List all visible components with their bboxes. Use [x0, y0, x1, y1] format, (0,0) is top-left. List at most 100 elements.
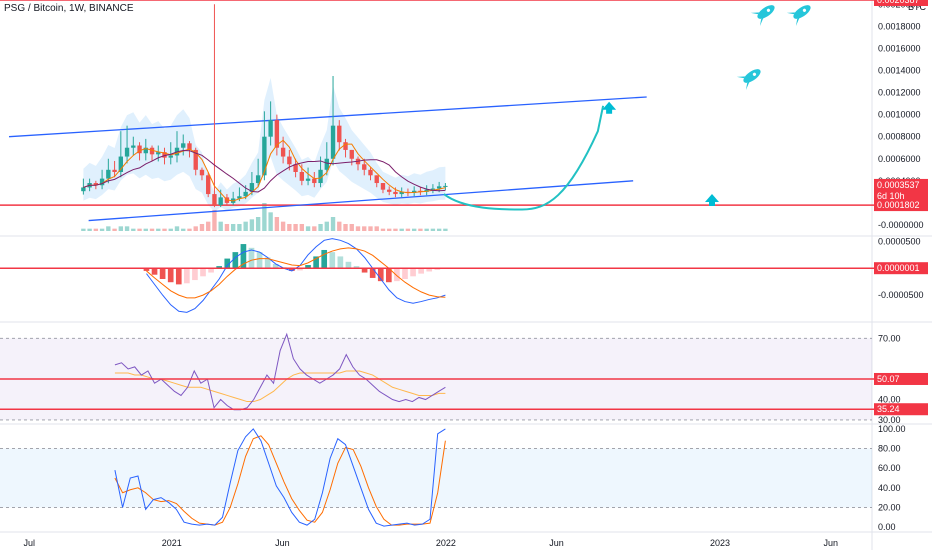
volume-bar: [156, 228, 161, 231]
macd-histogram-bar: [434, 268, 441, 270]
candle-body: [212, 194, 217, 206]
volume-bar: [181, 228, 186, 231]
volume-bar: [149, 228, 155, 231]
upper-trendline: [8, 96, 647, 138]
macd-histogram-bar: [264, 257, 271, 269]
candle-body: [137, 145, 142, 154]
candle-body: [374, 175, 379, 184]
price-tick-label: 0.0006000: [878, 154, 921, 164]
candle-body: [124, 147, 130, 157]
price-tag-macd-text: 0.0000001: [877, 263, 920, 273]
time-tick-label: 2023: [710, 538, 730, 548]
price-tag-support: [874, 199, 928, 212]
volume-bar: [430, 228, 436, 231]
macd-histogram-bar: [377, 268, 384, 282]
volume-bar: [312, 226, 317, 231]
candle-body: [168, 155, 173, 158]
price-tick-label: 0.0018000: [878, 21, 921, 31]
volume-bar: [399, 228, 404, 231]
candle-body: [287, 156, 292, 165]
candle-body: [274, 120, 280, 148]
price-tag-last-text: 0.0003537: [877, 180, 920, 190]
volume-bar: [405, 228, 411, 231]
projection-arrow: [602, 101, 617, 114]
rocket-window: [752, 72, 757, 76]
candle-body: [305, 178, 311, 181]
volume-bar: [237, 224, 242, 231]
ma-slow-line: [83, 149, 446, 193]
rocket-fin: [750, 12, 761, 15]
time-tick-label: Jun: [275, 538, 290, 548]
candle-body: [318, 169, 323, 184]
volume-bar: [268, 212, 273, 231]
macd-histogram-bar: [321, 249, 328, 269]
price-tag-macd: [874, 262, 928, 275]
price-tick-label: 30.00: [878, 415, 901, 425]
candle-body: [149, 147, 155, 155]
arrow-up-icon: [602, 101, 617, 114]
price-tick-label: 0.0014000: [878, 65, 921, 75]
volume-bar: [230, 224, 236, 231]
rocket-fin: [736, 76, 747, 79]
volume-bar: [143, 228, 148, 231]
candle-body: [93, 183, 99, 186]
time-tick-label: 2022: [436, 538, 456, 548]
volume-bar: [187, 228, 192, 231]
volume-bar: [224, 224, 230, 231]
candle-body: [330, 125, 336, 159]
volume-bar: [368, 226, 373, 231]
price-tick-label: 0.0016000: [878, 43, 921, 53]
price-tick-label: 100.00: [878, 424, 906, 434]
volume-bar: [418, 228, 423, 231]
candle-body: [443, 185, 448, 187]
macd-histogram-bar: [192, 268, 198, 281]
candle-body: [249, 183, 255, 192]
time-axis[interactable]: Jul 2021 Jun 2022 Jun 2023 Jun: [24, 538, 838, 548]
macd-histogram-bar: [216, 266, 222, 269]
candle-body: [430, 188, 436, 190]
rocket-body: [757, 5, 775, 19]
price-axis[interactable]: 0.00200000.00180000.00160000.00140000.00…: [874, 0, 928, 532]
macd-histogram-bar: [224, 258, 231, 269]
macd-line: [146, 238, 446, 313]
price-tick-label: 0.0000500: [878, 236, 921, 246]
price-tick-label: 40.00: [878, 483, 901, 493]
candle-body: [237, 196, 242, 199]
rocket-window: [766, 8, 771, 12]
volume-bar: [293, 224, 298, 231]
price-tick-label: 70.00: [878, 333, 901, 343]
candle-body: [399, 191, 404, 195]
volume-bar: [112, 228, 117, 231]
candle-body: [418, 190, 423, 192]
candle-body: [436, 186, 442, 189]
candle-body: [162, 152, 167, 158]
macd-histogram-bar: [232, 252, 239, 269]
stoch-d-line: [114, 435, 446, 526]
rocket-fin: [759, 17, 764, 27]
chart-title: PSG / Bitcoin, 1W, BINANCE: [4, 3, 134, 14]
candle-body: [337, 125, 342, 143]
volume-bar: [274, 217, 280, 231]
stoch-k-line: [114, 428, 446, 527]
macd-histogram-bar: [248, 247, 255, 269]
volume-bar: [212, 210, 217, 231]
volume-bar: [93, 228, 99, 231]
volume-bar: [218, 221, 223, 231]
price-tag-support-text: 0.0001802: [877, 200, 920, 210]
candle-body: [218, 197, 223, 206]
macd-histogram-bar: [426, 268, 433, 272]
volume-bar: [393, 228, 398, 231]
price-tag-resistance-text: 0.0020387: [877, 0, 920, 5]
volume-bar: [349, 224, 354, 231]
price-tag-rsi: [874, 372, 928, 385]
volume-bar: [324, 221, 329, 231]
volume-bar: [193, 226, 198, 231]
rocket-icon: [736, 69, 761, 91]
macd-histogram-bar: [256, 252, 263, 269]
price-tick-label: 0.0012000: [878, 88, 921, 98]
macd-histogram-bar: [353, 266, 360, 269]
volume-bar: [162, 228, 167, 231]
projection-path: [443, 105, 605, 211]
